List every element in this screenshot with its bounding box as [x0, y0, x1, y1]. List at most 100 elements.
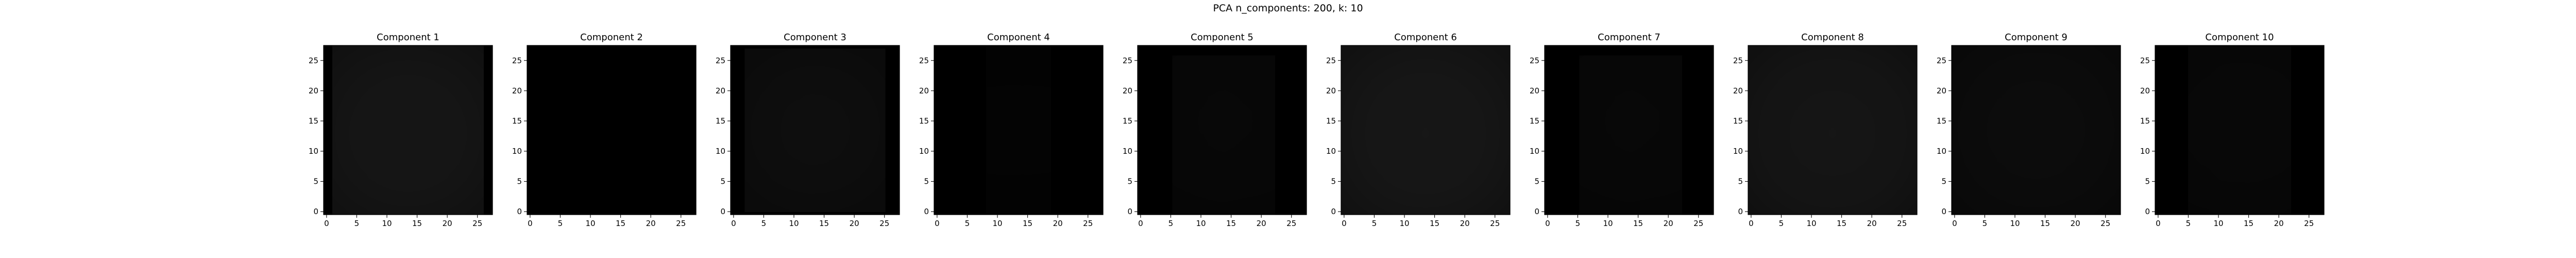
component-panel: Component 4 0 5 10 15 20 25 0 5 10 15 20 25 — [919, 32, 1103, 228]
x-tick-label: 25 — [1897, 219, 1907, 228]
y-tick-label: 15 — [1937, 116, 1946, 125]
x-tick-label: 25 — [1490, 219, 1500, 228]
x-tick-label: 5 — [558, 219, 563, 228]
x-tick-label: 15 — [1633, 219, 1643, 228]
x-tick-label: 20 — [1053, 219, 1063, 228]
y-tick-label: 5 — [2145, 177, 2150, 186]
y-tick-label: 25 — [716, 56, 725, 65]
y-tick-label: 25 — [1733, 56, 1743, 65]
x-tick-label: 10 — [585, 219, 595, 228]
y-tick-label: 5 — [517, 177, 522, 186]
y-tick-label: 5 — [720, 177, 725, 186]
x-tick-label: 0 — [2156, 219, 2161, 228]
x-tick-label: 25 — [2100, 219, 2110, 228]
y-tick-label: 25 — [512, 56, 522, 65]
y-tick-label: 10 — [1530, 147, 1539, 156]
y-tick-label: 10 — [716, 147, 725, 156]
y-tick-label: 20 — [1123, 86, 1132, 95]
y-tick-label: 20 — [309, 86, 318, 95]
y-tick-label: 10 — [1733, 147, 1743, 156]
y-tick-label: 10 — [1123, 147, 1132, 156]
panel-title: Component 8 — [1801, 32, 1864, 43]
digit-stroke — [1371, 66, 1480, 201]
y-tick-label: 10 — [1326, 147, 1336, 156]
x-tick-label: 0 — [1952, 219, 1957, 228]
x-tick-label: 15 — [412, 219, 422, 228]
x-tick-label: 20 — [1257, 219, 1266, 228]
x-tick-label: 25 — [2304, 219, 2314, 228]
x-tick-label: 10 — [1196, 219, 1206, 228]
digit-stroke — [1778, 66, 1887, 201]
y-tick-label: 5 — [313, 177, 318, 186]
y-tick-label: 20 — [512, 86, 522, 95]
x-tick-label: 0 — [1138, 219, 1143, 228]
x-tick-label: 15 — [1023, 219, 1032, 228]
x-tick-label: 5 — [354, 219, 360, 228]
x-tick-label: 0 — [324, 219, 329, 228]
panel-title: Component 6 — [1394, 32, 1457, 43]
x-tick-label: 15 — [819, 219, 829, 228]
x-tick-label: 0 — [528, 219, 533, 228]
y-tick-label: 20 — [2140, 86, 2150, 95]
panel-title: Component 4 — [987, 32, 1050, 43]
y-tick-label: 5 — [1127, 177, 1132, 186]
panel-title: Component 5 — [1191, 32, 1253, 43]
x-tick-label: 20 — [1460, 219, 1470, 228]
y-tick-label: 25 — [1937, 56, 1946, 65]
x-tick-label: 15 — [1226, 219, 1236, 228]
panel-title: Component 3 — [784, 32, 846, 43]
y-tick-label: 10 — [919, 147, 929, 156]
y-tick-label: 15 — [1530, 116, 1539, 125]
component-panels: Component 10 5 10 15 20 25 0 5 10 15 20 25 Component… — [309, 32, 2324, 228]
x-tick-label: 10 — [1806, 219, 1816, 228]
y-tick-label: 25 — [1530, 56, 1539, 65]
y-tick-label: 0 — [1941, 207, 1946, 216]
y-tick-label: 15 — [2140, 116, 2150, 125]
y-tick-label: 25 — [1326, 56, 1336, 65]
y-tick-label: 10 — [309, 147, 318, 156]
x-tick-label: 0 — [1545, 219, 1550, 228]
panel-title: Component 7 — [1598, 32, 1660, 43]
y-tick-label: 15 — [1733, 116, 1743, 125]
x-tick-label: 10 — [992, 219, 1002, 228]
y-tick-label: 20 — [919, 86, 929, 95]
y-tick-label: 0 — [1534, 207, 1539, 216]
x-tick-label: 15 — [1837, 219, 1846, 228]
x-tick-label: 10 — [2213, 219, 2223, 228]
x-tick-label: 25 — [1693, 219, 1703, 228]
x-tick-label: 20 — [2071, 219, 2080, 228]
x-tick-label: 5 — [1982, 219, 1988, 228]
y-tick-label: 15 — [309, 116, 318, 125]
y-tick-label: 5 — [1738, 177, 1743, 186]
component-panel: Component 80 5 10 15 20 250510152025 — [1733, 32, 1917, 228]
x-tick-label: 5 — [761, 219, 767, 228]
component-panel: Component 50 5 10 15 20 250510152025 — [1123, 32, 1307, 228]
y-tick-label: 10 — [1937, 147, 1946, 156]
component-panel: Component 30 5 10 15 20 250510152025 — [716, 32, 900, 228]
x-tick-label: 0 — [935, 219, 940, 228]
panel-title: Component 9 — [2005, 32, 2067, 43]
panel-title: Component 10 — [2205, 32, 2274, 43]
y-tick-label: 20 — [1530, 86, 1539, 95]
y-tick-label: 25 — [1123, 56, 1132, 65]
x-tick-label: 25 — [676, 219, 686, 228]
y-tick-label: 15 — [1326, 116, 1336, 125]
x-tick-label: 15 — [1430, 219, 1439, 228]
y-tick-label: 0 — [517, 207, 522, 216]
x-tick-label: 10 — [382, 219, 392, 228]
x-tick-label: 15 — [2040, 219, 2050, 228]
y-tick-label: 15 — [919, 116, 929, 125]
y-tick-label: 5 — [1331, 177, 1336, 186]
y-tick-label: 0 — [1331, 207, 1336, 216]
x-tick-label: 20 — [1867, 219, 1877, 228]
x-tick-label: 5 — [1575, 219, 1581, 228]
x-tick-label: 0 — [1749, 219, 1754, 228]
x-tick-label: 5 — [1372, 219, 1377, 228]
y-tick-label: 15 — [512, 116, 522, 125]
x-tick-label: 5 — [1779, 219, 1784, 228]
y-tick-label: 25 — [2140, 56, 2150, 65]
component-panel: Component 1 0 5 10 15 20 25 0 5 10 15 20 25 — [309, 32, 493, 228]
y-tick-label: 10 — [2140, 147, 2150, 156]
y-tick-label: 10 — [512, 147, 522, 156]
x-tick-label: 10 — [2010, 219, 2020, 228]
